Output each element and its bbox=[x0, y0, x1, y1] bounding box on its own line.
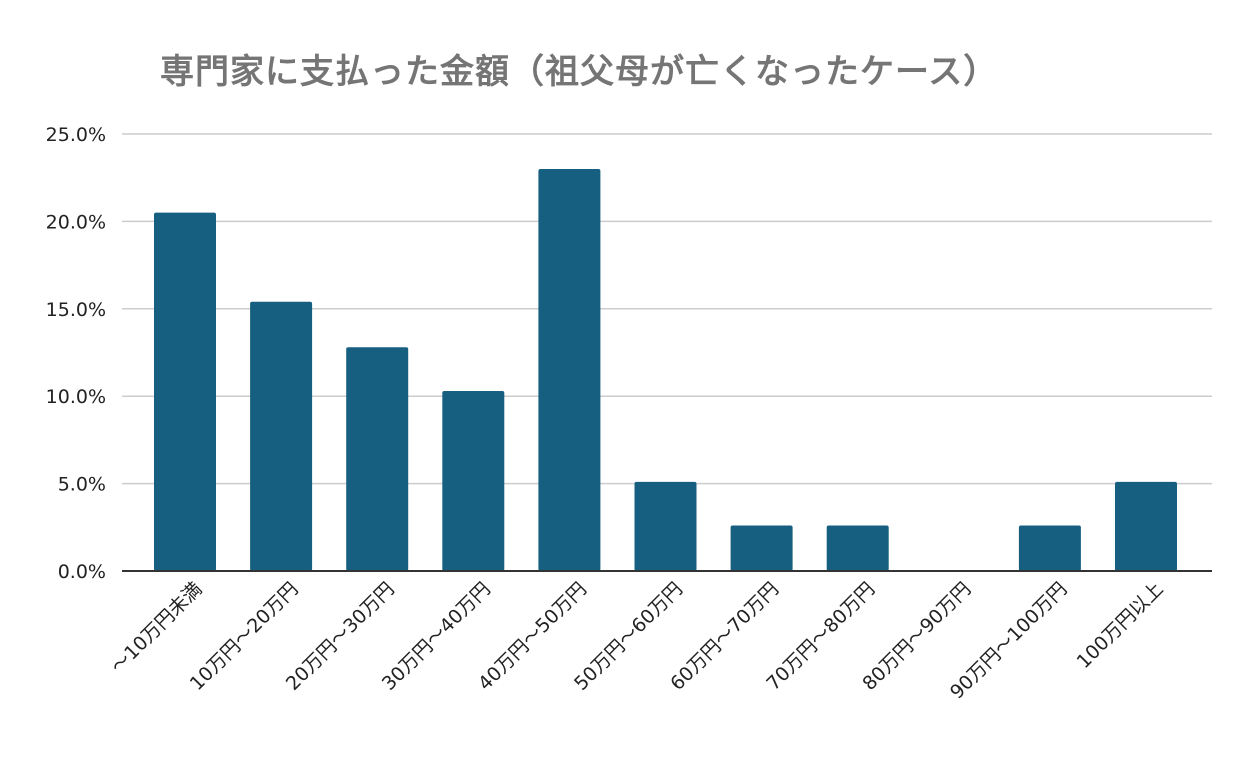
bars bbox=[154, 168, 1177, 571]
y-tick-label: 20.0% bbox=[46, 211, 106, 233]
bar bbox=[1115, 481, 1177, 571]
bar bbox=[442, 390, 505, 571]
bar bbox=[730, 525, 793, 571]
bar bbox=[538, 168, 601, 571]
chart-title: 専門家に支払った金額（祖父母が亡くなったケース） bbox=[160, 52, 999, 92]
y-tick-label: 5.0% bbox=[58, 474, 106, 496]
x-axis-ticks: ～10万円未満10万円～20万円20万円～30万円30万円～40万円40万円～5… bbox=[107, 578, 1168, 703]
y-axis-ticks: 0.0% 5.0% 10.0% 15.0% 20.0% 25.0% bbox=[46, 124, 106, 583]
bar bbox=[154, 212, 216, 571]
y-tick-label: 10.0% bbox=[46, 386, 106, 408]
bar bbox=[250, 301, 313, 571]
x-tick-label: 100万円以上 bbox=[1073, 578, 1168, 673]
bar bbox=[634, 481, 697, 571]
bar bbox=[826, 525, 889, 571]
y-tick-label: 15.0% bbox=[46, 299, 106, 321]
bar bbox=[346, 347, 409, 571]
x-tick-label: ～10万円未満 bbox=[107, 578, 207, 678]
bar bbox=[1018, 525, 1081, 571]
y-tick-label: 25.0% bbox=[46, 124, 106, 146]
y-tick-label: 0.0% bbox=[58, 561, 106, 583]
